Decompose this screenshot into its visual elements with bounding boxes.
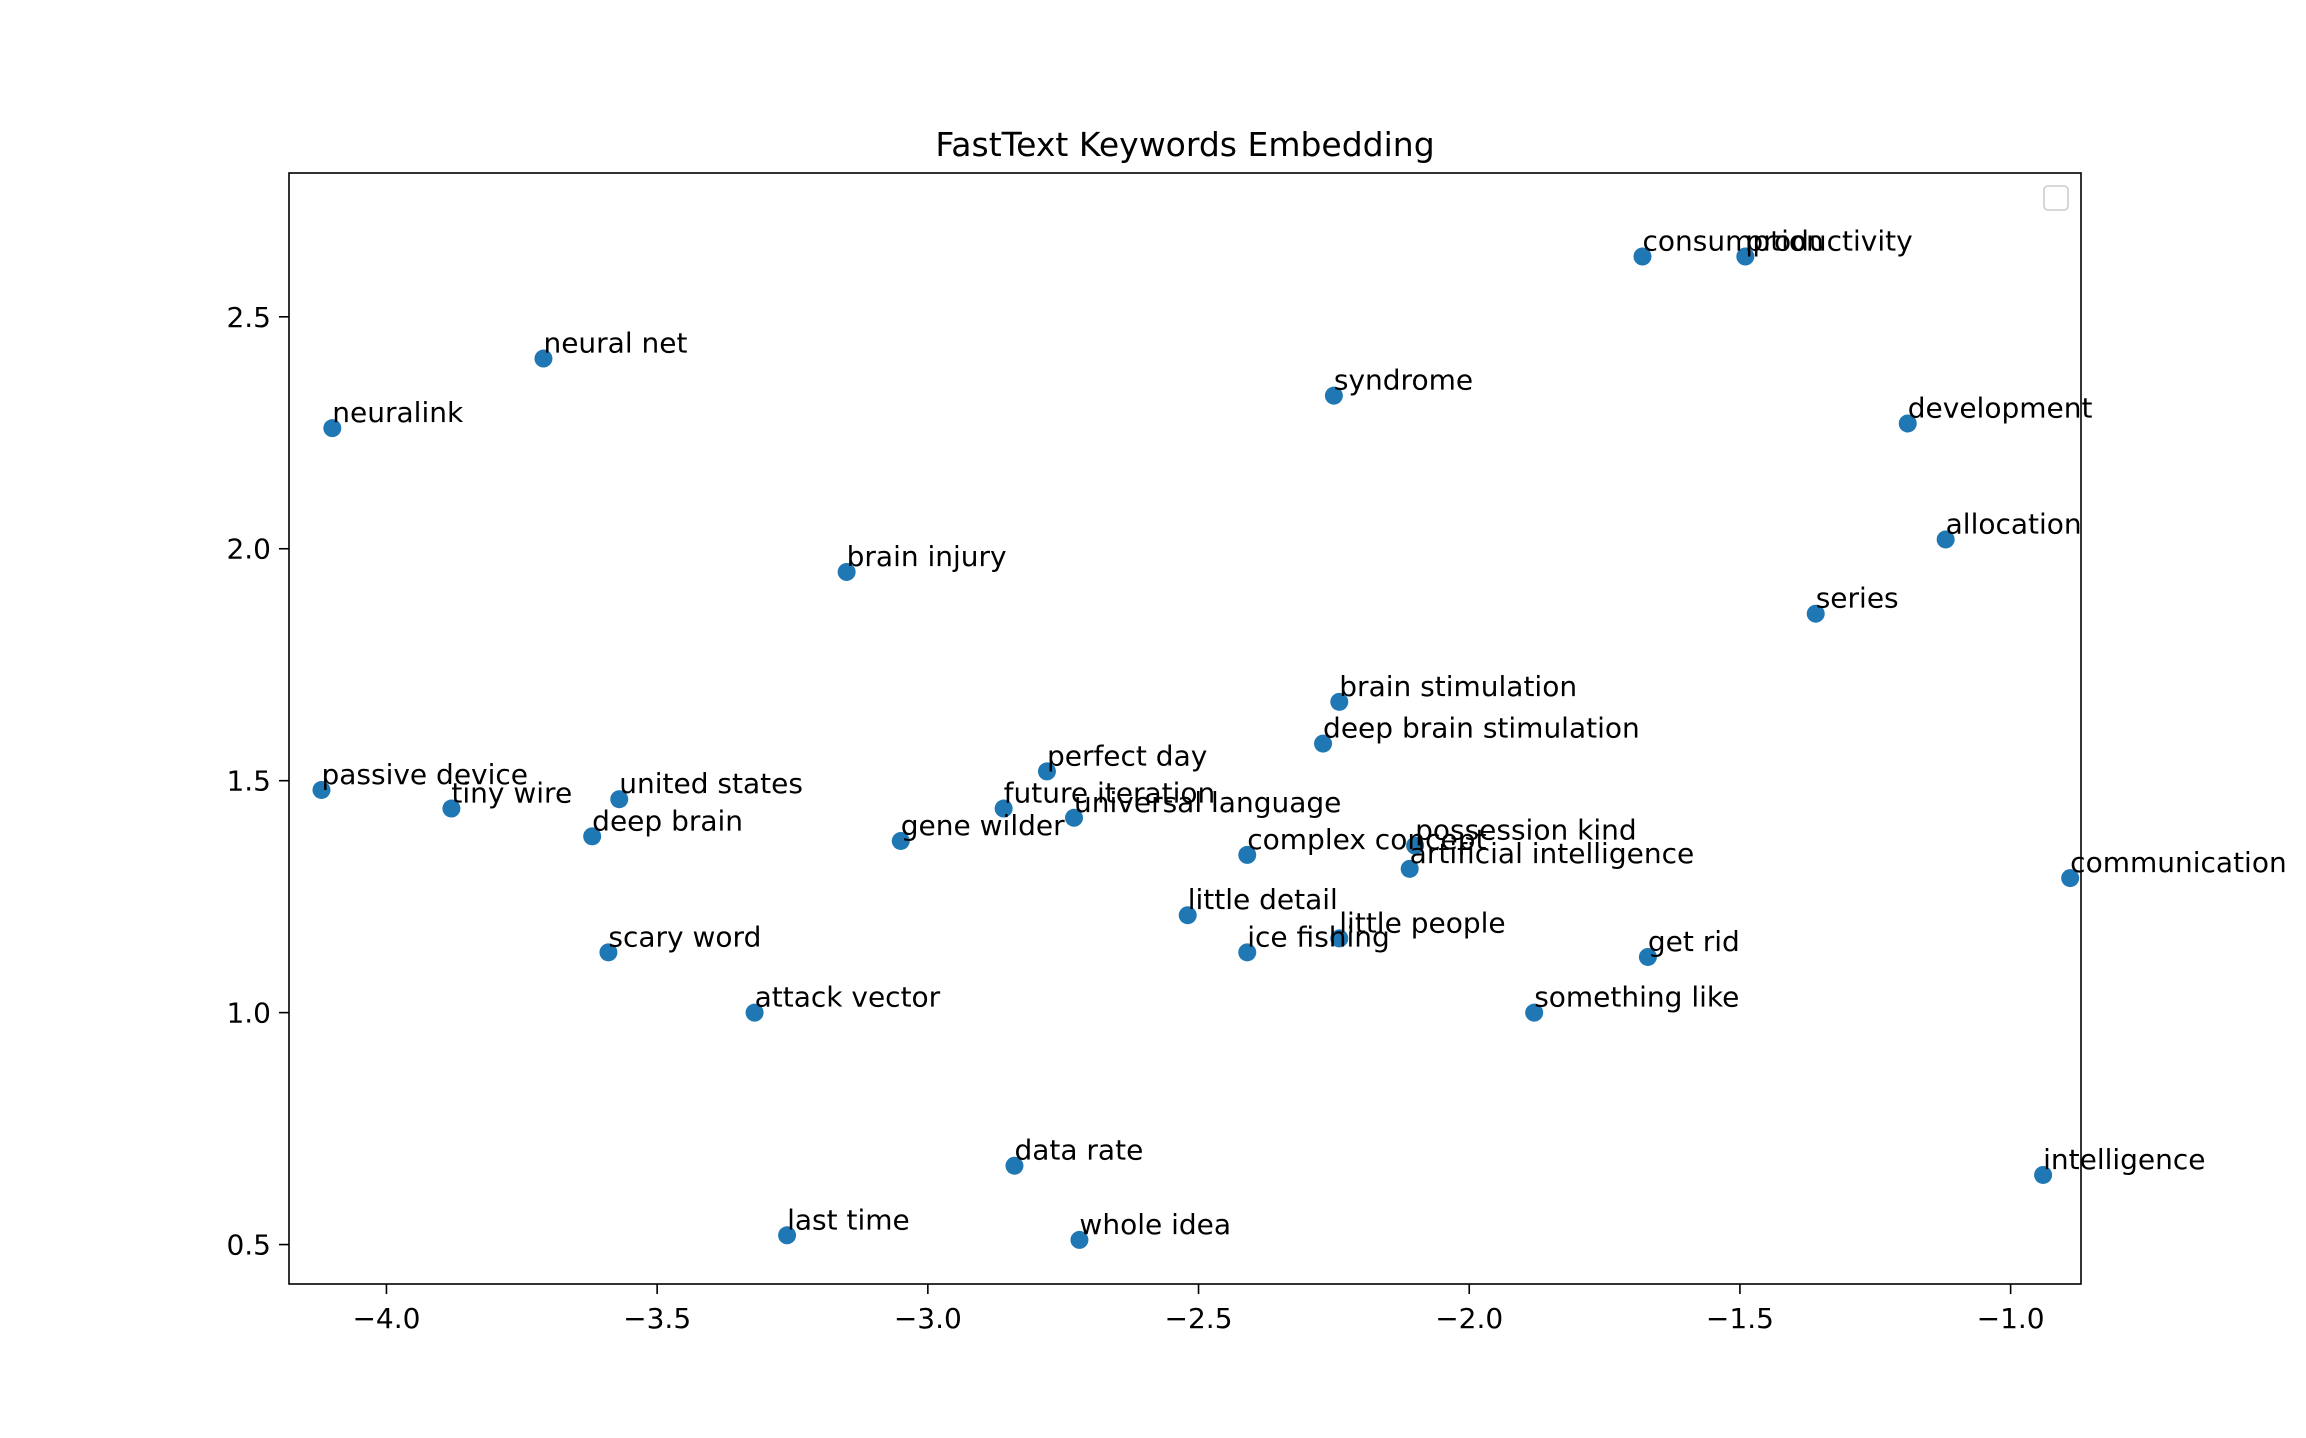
data-point [2034, 1165, 2053, 1184]
point-label: brain injury [847, 540, 1007, 573]
plot-frame [288, 172, 2082, 1285]
chart-title: FastText Keywords Embedding [935, 125, 1434, 164]
point-label: tiny wire [451, 777, 572, 810]
x-tick-label: −1.0 [1977, 1302, 2045, 1335]
x-tick-label: −3.5 [623, 1302, 691, 1335]
y-tick-label: 1.0 [226, 997, 271, 1030]
point-label: universal language [1074, 786, 1341, 819]
data-point [994, 799, 1013, 818]
point-label: deep brain [592, 804, 743, 837]
data-point [778, 1226, 797, 1245]
x-axis-ticks: −4.0 −3.5 −3.0 −2.5 −2.0 −1.5 −1.0 [352, 1284, 2045, 1335]
point-label: something like [1534, 981, 1739, 1014]
y-tick-label: 0.5 [226, 1229, 271, 1262]
data-point [1065, 808, 1084, 827]
x-tick-label: −3.0 [894, 1302, 962, 1335]
data-point [1806, 604, 1825, 623]
data-point [323, 419, 342, 438]
point-label: allocation [1946, 507, 2082, 540]
data-point [1898, 414, 1917, 433]
point-label: consumption [1642, 224, 1823, 257]
data-point [837, 562, 856, 581]
data-point [1330, 929, 1349, 948]
data-point [1037, 762, 1056, 781]
data-point [1238, 943, 1257, 962]
point-label: data rate [1014, 1134, 1143, 1167]
data-point [442, 799, 461, 818]
point-label: little detail [1188, 883, 1338, 916]
point-label: complex concept [1247, 823, 1486, 856]
data-point [1936, 530, 1955, 549]
point-label: communication [2070, 846, 2287, 879]
data-point [1638, 947, 1657, 966]
point-label: little people [1339, 906, 1505, 939]
y-tick-label: 2.0 [226, 533, 271, 566]
data-point [1314, 734, 1333, 753]
y-tick-label: 1.5 [226, 765, 271, 798]
data-point [610, 790, 629, 809]
data-point [1070, 1230, 1089, 1249]
point-label: future iteration [1004, 777, 1216, 810]
x-tick-label: −2.0 [1435, 1302, 1503, 1335]
data-point [1525, 1003, 1544, 1022]
point-label: scary word [608, 920, 761, 953]
data-point [745, 1003, 764, 1022]
data-point [583, 827, 602, 846]
x-tick-label: −4.0 [352, 1302, 420, 1335]
x-tick-label: −2.5 [1165, 1302, 1233, 1335]
data-point [1330, 692, 1349, 711]
point-label: neuralink [332, 396, 464, 429]
point-label: united states [619, 767, 803, 800]
data-point [1238, 845, 1257, 864]
point-label: intelligence [2043, 1143, 2205, 1176]
data-point [1400, 859, 1419, 878]
data-point [891, 831, 910, 850]
point-label: perfect day [1047, 739, 1207, 772]
point-label: ice fishing [1247, 920, 1390, 953]
legend-box [2043, 185, 2069, 211]
data-point [1324, 386, 1343, 405]
data-point [2061, 869, 2080, 888]
point-label: development [1908, 391, 2093, 424]
point-label: deep brain stimulation [1323, 712, 1640, 745]
y-axis-ticks: 0.5 1.0 1.5 2.0 2.5 [226, 301, 289, 1262]
point-label: get rid [1648, 925, 1740, 958]
data-point [1178, 906, 1197, 925]
point-label: neural net [543, 327, 687, 360]
data-point [1406, 836, 1425, 855]
point-label: syndrome [1334, 364, 1473, 397]
data-points [312, 247, 2080, 1249]
data-point [312, 780, 331, 799]
data-point [1633, 247, 1652, 266]
point-label: attack vector [755, 981, 941, 1014]
data-point [1736, 247, 1755, 266]
data-point [599, 943, 618, 962]
point-label: productivity [1745, 224, 1912, 257]
y-tick-label: 2.5 [226, 301, 271, 334]
point-label: gene wilder [901, 809, 1065, 842]
point-label: series [1816, 582, 1899, 615]
data-point [1005, 1156, 1024, 1175]
point-label: passive device [321, 758, 528, 791]
point-label: brain stimulation [1339, 670, 1577, 703]
point-label: artificial intelligence [1410, 837, 1695, 870]
data-point [534, 349, 553, 368]
point-label: last time [787, 1203, 910, 1236]
point-labels: neural net neuralink brain injury passive d… [321, 224, 2286, 1240]
x-tick-label: −1.5 [1706, 1302, 1774, 1335]
point-label: whole idea [1079, 1208, 1231, 1241]
point-label: possession kind [1415, 814, 1637, 847]
